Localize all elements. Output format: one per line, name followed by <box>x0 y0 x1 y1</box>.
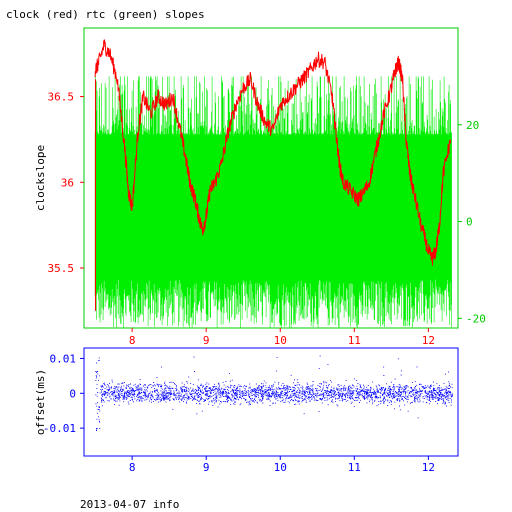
offset-series <box>95 355 453 431</box>
y-tick-label: 0.01 <box>50 352 77 365</box>
y2-tick-label: -20 <box>466 312 486 325</box>
slopes-axes: 8 9 10 11 12 35.5 36 36.5 -20 0 20 <box>48 91 486 347</box>
y-tick-label: 35.5 <box>48 262 75 275</box>
rtc-noise-band <box>94 76 452 328</box>
footer-text: 2013-04-07 info <box>80 498 179 511</box>
offset-axes: 8 9 10 11 12 0.01 0 -0.01 <box>43 352 435 474</box>
x-tick-label: 9 <box>203 334 210 347</box>
offset-panel-frame <box>83 347 459 457</box>
x-tick-label: 12 <box>422 334 435 347</box>
y-tick-label: -0.01 <box>43 422 76 435</box>
x-tick-label: 10 <box>274 461 287 474</box>
y-tick-label: 36 <box>61 176 74 189</box>
x-tick-label: 11 <box>348 461 361 474</box>
x-tick-label: 12 <box>422 461 435 474</box>
offset-points <box>95 355 453 431</box>
y-tick-label: 0 <box>69 387 76 400</box>
clock-line <box>94 39 452 266</box>
y-tick-label: 36.5 <box>48 91 75 104</box>
figure-title: clock (red) rtc (green) slopes <box>6 8 205 21</box>
x-tick-label: 9 <box>203 461 210 474</box>
y2-tick-label: 0 <box>466 216 473 229</box>
x-tick-label: 11 <box>348 334 361 347</box>
y2-tick-label: 20 <box>466 119 479 132</box>
x-tick-label: 8 <box>129 334 136 347</box>
slopes-ylabel: clockslope <box>34 145 47 211</box>
x-tick-label: 8 <box>129 461 136 474</box>
slopes-panel-frame <box>83 27 459 329</box>
clock-series <box>94 39 452 311</box>
slopes-panel: 8 9 10 11 12 35.5 36 36.5 -20 0 20 clockslope <box>34 27 486 347</box>
x-tick-label: 10 <box>274 334 287 347</box>
rtc-series <box>94 76 452 328</box>
offset-panel: 8 9 10 11 12 0.01 0 -0.01 offset(ms) <box>34 347 459 474</box>
offset-ylabel: offset(ms) <box>34 369 47 435</box>
